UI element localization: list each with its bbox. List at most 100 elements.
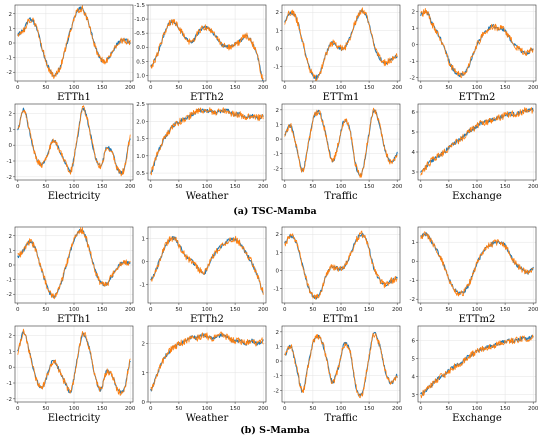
y-tick-label: -1 <box>274 65 279 71</box>
x-tick-label: 150 <box>97 307 108 313</box>
chart-s-mamba-electricity: 0 50 100 150 200 -2 -1 0 1 2 Electricity <box>7 325 136 424</box>
y-tick-label: -1 <box>274 287 279 293</box>
y-tick-label: 0 <box>142 260 146 266</box>
y-tick-label: 1 <box>9 248 13 254</box>
series-predicted-line <box>17 5 131 79</box>
x-tick-label: 200 <box>258 184 269 190</box>
x-tick-label: 100 <box>472 406 483 412</box>
panel-title-exchange: Exchange <box>452 413 502 424</box>
panel-title-traffic: Traffic <box>324 413 358 424</box>
y-tick-label: 1.0 <box>136 73 145 79</box>
y-tick-label: 4 <box>412 150 416 156</box>
y-tick-label: 2 <box>276 330 280 336</box>
y-tick-label: -1 <box>274 374 279 380</box>
x-tick-label: 150 <box>500 406 511 412</box>
y-tick-label: -0.5 <box>134 31 145 37</box>
series-predicted-line <box>284 332 398 399</box>
x-tick-label: 100 <box>202 307 213 313</box>
x-tick-label: 150 <box>230 85 241 91</box>
series-predicted-line <box>17 105 131 177</box>
x-tick-label: 200 <box>392 307 403 313</box>
y-tick-label: 0.5 <box>136 59 145 65</box>
series-predicted-line <box>420 231 534 297</box>
x-tick-label: 150 <box>364 85 375 91</box>
y-tick-label: 6 <box>412 338 416 344</box>
series-predicted-line <box>420 8 534 79</box>
y-tick-label: 1 <box>9 349 13 355</box>
y-tick-label: 0 <box>276 46 280 52</box>
y-tick-label: 1 <box>276 28 280 34</box>
x-tick-label: 100 <box>69 85 80 91</box>
series-predicted-line <box>284 107 398 178</box>
y-tick-label: 1 <box>412 240 416 246</box>
y-tick-label: -1 <box>7 381 12 387</box>
y-tick-label: 2 <box>276 108 280 114</box>
x-tick-label: 0 <box>16 307 20 313</box>
x-tick-label: 150 <box>500 307 511 313</box>
series-predicted-line <box>420 107 534 176</box>
chart-s-mamba-exchange: 0 50 100 150 200 3 4 5 6 Exchange <box>412 325 539 424</box>
y-tick-label: 3 <box>412 170 416 176</box>
chart-tsc-mamba-etth2: 0 50 100 150 200 1.0 0.5 0.0 -0.5 -1.0 -1.5 ETTh2 <box>134 3 269 103</box>
x-tick-label: 50 <box>42 85 49 91</box>
caption-tsc-mamba: (a) TSC-Mamba <box>233 206 316 217</box>
y-tick-label: 0.0 <box>136 45 145 51</box>
chart-tsc-mamba-ettm2: 0 50 100 150 200 -2 -1 0 1 2 ETTm2 <box>410 4 539 103</box>
x-tick-label: 100 <box>69 406 80 412</box>
y-tick-label: 2 <box>142 342 146 348</box>
y-tick-label: 1 <box>276 122 280 128</box>
panel-title-electricity: Electricity <box>48 413 101 424</box>
x-tick-label: 50 <box>309 406 316 412</box>
y-tick-label: -2 <box>7 70 12 76</box>
x-tick-label: 100 <box>69 307 80 313</box>
series-predicted-line <box>17 328 131 396</box>
x-tick-label: 0 <box>149 307 153 313</box>
x-tick-label: 100 <box>472 307 483 313</box>
x-tick-label: 0 <box>149 85 153 91</box>
y-tick-label: 2 <box>9 12 13 18</box>
y-tick-label: 0 <box>412 43 416 49</box>
y-tick-label: -2 <box>274 388 279 394</box>
y-tick-label: -2 <box>7 397 12 403</box>
y-tick-label: 0 <box>9 143 13 149</box>
x-tick-label: 150 <box>97 184 108 190</box>
y-tick-label: -1 <box>140 283 145 289</box>
panel-title-etth1: ETTh1 <box>57 314 91 325</box>
series-actual-line <box>150 333 264 392</box>
y-tick-label: -2 <box>410 297 415 303</box>
y-tick-label: -2 <box>410 76 415 82</box>
x-tick-label: 50 <box>175 85 182 91</box>
y-tick-label: 6 <box>412 110 416 116</box>
series-predicted-line <box>150 107 264 176</box>
x-tick-label: 150 <box>97 85 108 91</box>
x-tick-label: 50 <box>309 307 316 313</box>
x-tick-label: 0 <box>283 85 287 91</box>
series-actual-line <box>150 235 264 294</box>
y-tick-label: 1 <box>412 26 416 32</box>
x-tick-label: 200 <box>528 307 539 313</box>
chart-s-mamba-etth2: 0 50 100 150 200 -1 0 1 ETTh2 <box>140 226 269 325</box>
x-tick-label: 150 <box>500 184 511 190</box>
series-predicted-line <box>17 227 131 300</box>
y-tick-label: 0 <box>276 268 280 274</box>
chart-tsc-mamba-electricity: 0 50 100 150 200 -2 -1 0 1 2 Electricity <box>7 103 136 202</box>
panel-title-ettm1: ETTm1 <box>323 92 360 103</box>
x-tick-label: 200 <box>125 406 136 412</box>
y-tick-label: 2 <box>9 334 13 340</box>
y-tick-label: -1.5 <box>134 3 145 9</box>
x-tick-label: 200 <box>258 307 269 313</box>
y-tick-label: -1 <box>410 59 415 65</box>
x-tick-label: 0 <box>419 406 423 412</box>
x-tick-label: 0 <box>16 406 20 412</box>
chart-tsc-mamba-weather: 0 50 100 150 200 0.5 1.0 1.5 2.0 2.5 Weather <box>136 102 269 202</box>
chart-s-mamba-ettm2: 0 50 100 150 200 -2 -1 0 1 ETTm2 <box>410 226 539 325</box>
y-tick-label: 2.0 <box>136 119 145 125</box>
x-tick-label: 50 <box>175 406 182 412</box>
x-tick-label: 200 <box>528 85 539 91</box>
x-tick-label: 150 <box>230 184 241 190</box>
x-tick-label: 150 <box>230 406 241 412</box>
y-tick-label: 1.5 <box>136 137 145 143</box>
y-tick-label: -2 <box>7 292 12 298</box>
